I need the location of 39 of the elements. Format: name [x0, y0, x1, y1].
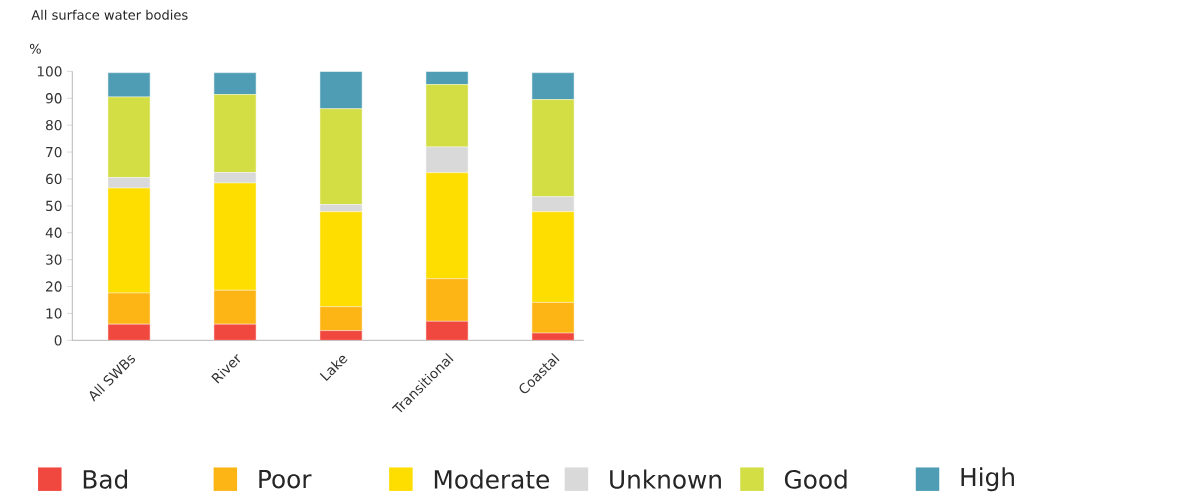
legend-label: Moderate — [434, 469, 549, 489]
bar — [531, 99, 575, 198]
bar — [531, 332, 575, 341]
legend-label: Good — [784, 469, 847, 489]
bar — [213, 94, 257, 173]
bar — [319, 204, 363, 213]
y-tick-label: 30 — [46, 254, 62, 265]
bar — [107, 324, 151, 341]
y-axis-title: % — [29, 43, 41, 54]
bar — [107, 177, 151, 189]
legend-label: Bad — [83, 469, 128, 489]
y-tick-label: 70 — [46, 146, 62, 158]
y-tick-label: 40 — [45, 227, 62, 239]
bar — [319, 71, 363, 110]
bar — [425, 146, 469, 174]
bar — [213, 172, 257, 184]
y-tick-label: 50 — [46, 200, 62, 212]
bar — [319, 330, 363, 341]
bar — [213, 324, 257, 341]
bar — [425, 84, 469, 148]
bar — [425, 321, 469, 341]
bar — [531, 196, 575, 213]
bar — [107, 72, 151, 98]
bar — [319, 108, 363, 205]
chart-title: All surface water bodies — [31, 9, 188, 20]
bar — [213, 72, 257, 95]
y-tick-label: 10 — [46, 308, 62, 319]
bar — [107, 96, 151, 178]
y-tick-label: 80 — [45, 120, 62, 131]
y-tick-label: 60 — [46, 173, 62, 185]
y-tick-label: 0 — [54, 335, 62, 346]
legend-label: High — [961, 467, 1014, 492]
y-tick-label: 90 — [45, 93, 62, 104]
legend-label: Unknown — [610, 469, 721, 489]
legend-label: Poor — [259, 470, 312, 489]
bar — [531, 72, 575, 100]
y-tick-label: 20 — [46, 281, 62, 292]
y-tick-label: 100 — [37, 66, 62, 77]
bar — [425, 71, 469, 85]
